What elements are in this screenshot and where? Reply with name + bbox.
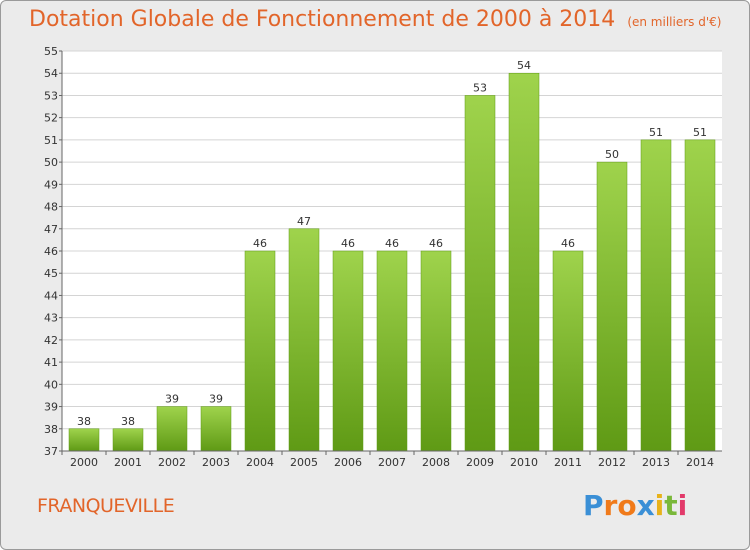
y-tick-label: 42 [44, 334, 58, 347]
x-tick-label: 2010 [510, 456, 538, 469]
value-labels: 38 38 39 39 46 47 46 46 46 53 54 46 50 51 51 [77, 59, 707, 428]
bar-2001 [112, 428, 144, 452]
y-tick-label: 50 [44, 156, 58, 169]
x-tick-labels: 2000 2001 2002 2003 2004 2005 2006 2007 2008 2009… [61, 451, 714, 469]
logo-letter: r [603, 489, 618, 522]
y-tick-label: 53 [44, 89, 58, 102]
x-tick-label: 2014 [686, 456, 714, 469]
y-tick-label: 45 [44, 267, 58, 280]
x-tick-label: 2011 [554, 456, 582, 469]
y-tick-label: 48 [44, 201, 58, 214]
bar-2014 [684, 139, 716, 452]
value-label: 39 [209, 393, 223, 406]
value-label: 38 [121, 415, 135, 428]
value-label: 46 [429, 237, 443, 250]
bar-2005 [288, 228, 320, 452]
bar-2011 [552, 250, 584, 452]
y-tick-label: 38 [44, 423, 58, 436]
bar-2012 [596, 161, 628, 452]
x-tick-label: 2006 [334, 456, 362, 469]
bar-2007 [376, 250, 408, 452]
value-label: 53 [473, 81, 487, 94]
y-tick-label: 54 [44, 67, 58, 80]
y-tick-label: 51 [44, 134, 58, 147]
logo-letter: i [654, 489, 665, 522]
value-label: 50 [605, 148, 619, 161]
y-tick-label: 55 [44, 45, 58, 58]
logo-letter: o [617, 489, 637, 522]
value-label: 51 [649, 126, 663, 139]
chart-title-text: Dotation Globale de Fonctionnement de 20… [29, 7, 616, 32]
x-tick-label: 2000 [70, 456, 98, 469]
x-tick-label: 2004 [246, 456, 274, 469]
logo-letter: t [664, 489, 678, 522]
x-tick-label: 2012 [598, 456, 626, 469]
value-label: 47 [297, 215, 311, 228]
logo-letter: i [677, 489, 688, 522]
bar-2003 [200, 406, 232, 452]
bar-2000 [68, 428, 100, 452]
value-label: 39 [165, 393, 179, 406]
x-tick-label: 2007 [378, 456, 406, 469]
y-tick-label: 47 [44, 223, 58, 236]
y-tick-label: 41 [44, 356, 58, 369]
commune-name: FRANQUEVILLE [37, 495, 175, 517]
x-tick-label: 2001 [114, 456, 142, 469]
bar-2006 [332, 250, 364, 452]
chart-unit: (en milliers d'€) [627, 15, 722, 29]
x-tick-label: 2005 [290, 456, 318, 469]
x-tick-label: 2002 [158, 456, 186, 469]
value-label: 46 [385, 237, 399, 250]
value-label: 46 [561, 237, 575, 250]
bar-2004 [244, 250, 276, 452]
bars [68, 72, 716, 452]
logo-letter: x [636, 489, 655, 522]
x-tick-label: 2008 [422, 456, 450, 469]
proxiti-logo: Proxiti [583, 489, 687, 522]
y-tick-label: 44 [44, 289, 58, 302]
bar-2009 [464, 95, 496, 452]
logo-letter: P [583, 489, 604, 522]
x-tick-label: 2013 [642, 456, 670, 469]
value-label: 54 [517, 59, 531, 72]
y-tick-label: 40 [44, 378, 58, 391]
y-tick-label: 52 [44, 112, 58, 125]
value-label: 46 [253, 237, 267, 250]
x-tick-label: 2009 [466, 456, 494, 469]
y-tick-labels: 37 38 39 40 41 42 43 44 45 46 47 48 49 50 51 52 53 54 55 [44, 45, 62, 458]
x-tick-label: 2003 [202, 456, 230, 469]
bar-2010 [508, 72, 540, 452]
bar-2002 [156, 406, 188, 452]
y-tick-label: 49 [44, 178, 58, 191]
chart-title: Dotation Globale de Fonctionnement de 20… [29, 7, 721, 32]
bar-2008 [420, 250, 452, 452]
y-tick-label: 43 [44, 312, 58, 325]
bar-2013 [640, 139, 672, 452]
y-tick-label: 39 [44, 401, 58, 414]
y-tick-label: 37 [44, 445, 58, 458]
value-label: 38 [77, 415, 91, 428]
y-tick-label: 46 [44, 245, 58, 258]
value-label: 46 [341, 237, 355, 250]
value-label: 51 [693, 126, 707, 139]
